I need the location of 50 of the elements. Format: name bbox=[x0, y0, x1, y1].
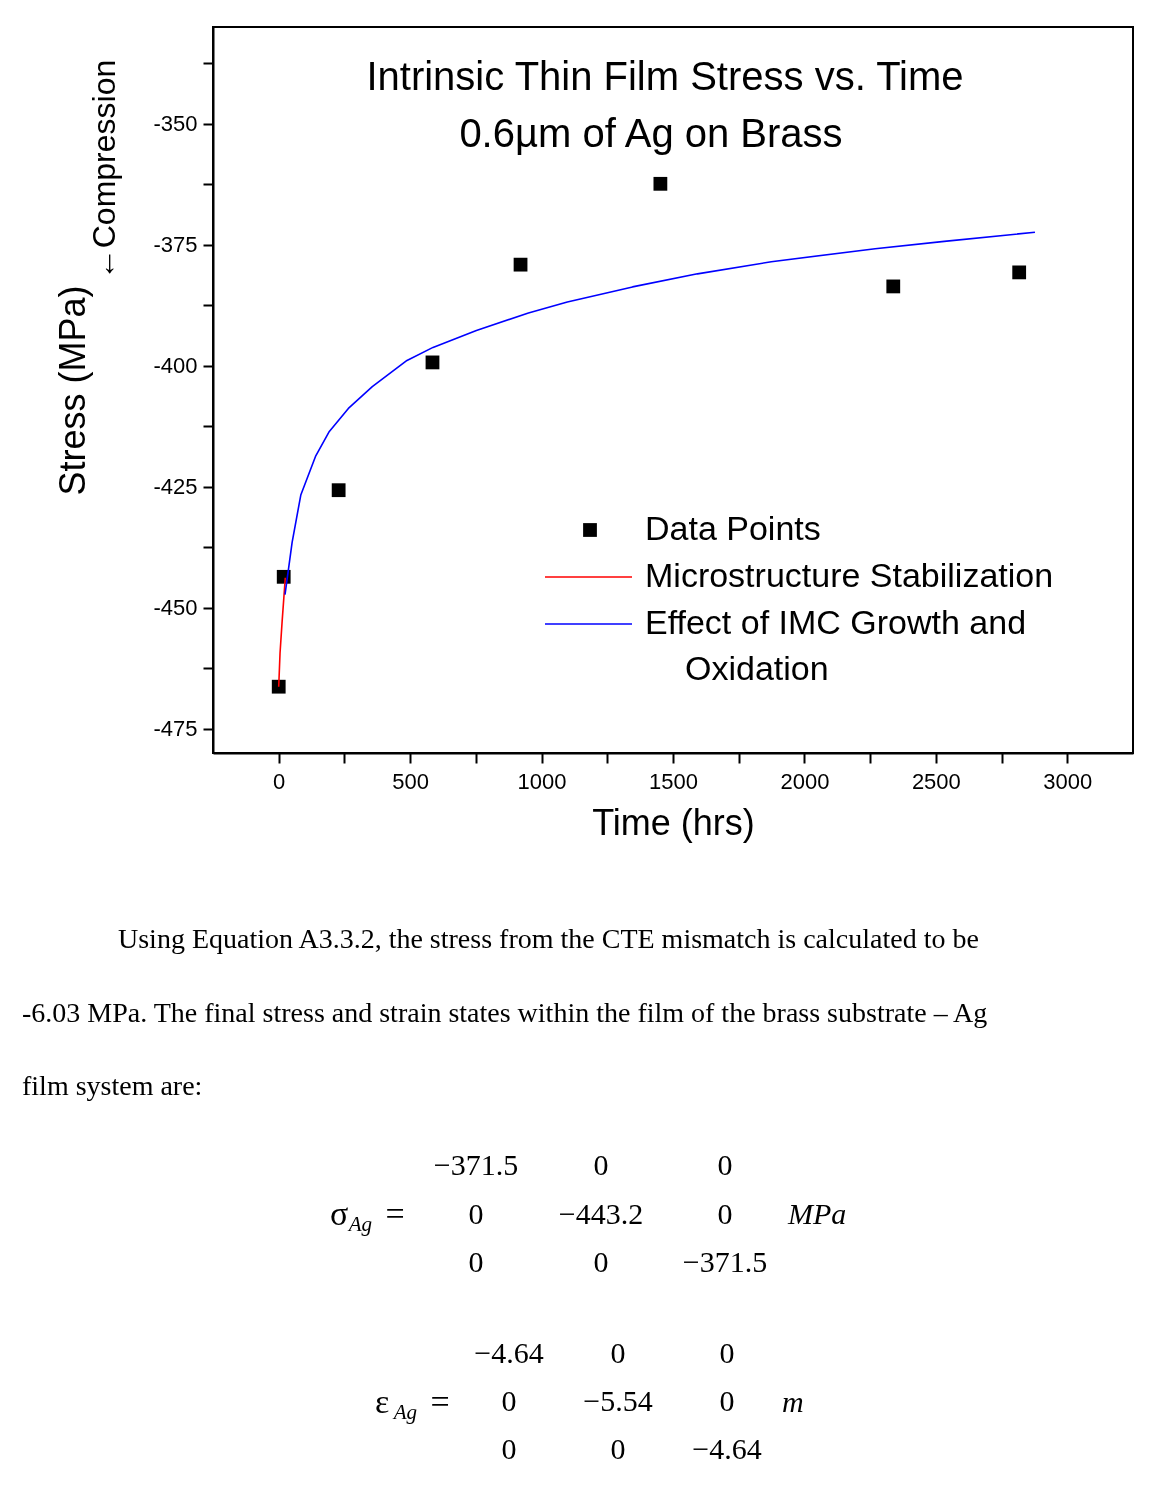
text: 0 bbox=[501, 1384, 517, 1417]
text: 0 bbox=[501, 1432, 517, 1465]
text: 0 bbox=[610, 1336, 626, 1369]
y-tick-label: -400 bbox=[153, 353, 198, 379]
text: 0 bbox=[468, 1245, 484, 1278]
text: 0 bbox=[610, 1432, 626, 1465]
text: 0 bbox=[593, 1148, 609, 1181]
x-tick-label: 3000 bbox=[1043, 768, 1093, 794]
text: −5.54 bbox=[583, 1384, 653, 1417]
y-tick-label: -475 bbox=[153, 716, 198, 742]
point bbox=[331, 483, 346, 498]
text: 0 bbox=[717, 1148, 733, 1181]
point bbox=[653, 176, 668, 191]
y-tick-label: -450 bbox=[153, 595, 198, 621]
legend-label: Data Points bbox=[645, 509, 821, 547]
point bbox=[271, 679, 286, 694]
x-tick-label: 1500 bbox=[649, 768, 698, 794]
legend-label: Microstructure Stabilization bbox=[645, 556, 1054, 594]
x-tick-label: 1000 bbox=[517, 768, 567, 794]
text: −4.64 bbox=[692, 1432, 762, 1465]
y-tick-label: -425 bbox=[153, 474, 198, 500]
text: MPa bbox=[787, 1197, 847, 1230]
y-axis-title: Stress (MPa) bbox=[52, 285, 94, 496]
text: 0 bbox=[717, 1197, 733, 1230]
legend-label: Effect of IMC Growth and Oxidation bbox=[645, 603, 1027, 687]
x-tick-label: 0 bbox=[273, 768, 286, 794]
text: −371.5 bbox=[433, 1148, 519, 1181]
text: Intrinsic Thin Film Stress vs. Time bbox=[366, 54, 964, 98]
text: 0 bbox=[719, 1336, 735, 1369]
text: Using Equation A3.3.2, the stress from the CTE mismatch is calculated to be bbox=[118, 923, 979, 954]
x-tick-label: 500 bbox=[392, 768, 429, 794]
text: 0.6µm of Ag on Brass bbox=[459, 111, 843, 155]
y-tick-label: -350 bbox=[153, 111, 198, 137]
text: 0 bbox=[593, 1245, 609, 1278]
y-tick-label: -375 bbox=[153, 232, 198, 258]
point bbox=[1012, 265, 1027, 280]
text: −443.2 bbox=[558, 1197, 644, 1230]
text: m bbox=[782, 1385, 804, 1418]
text: 0 bbox=[468, 1197, 484, 1230]
text: −4.64 bbox=[474, 1336, 544, 1369]
x-axis-title: Time (hrs) bbox=[592, 801, 755, 843]
text: ←Compression bbox=[86, 59, 122, 281]
point bbox=[513, 257, 528, 272]
x-tick-label: 2500 bbox=[911, 768, 961, 794]
x-tick-label: 2000 bbox=[780, 768, 830, 794]
text: 0 bbox=[719, 1384, 735, 1417]
text: film system are: bbox=[22, 1070, 203, 1101]
text: -6.03 MPa. The final stress and strain states within the film of the brass substrate – Ag bbox=[22, 997, 988, 1028]
text: −371.5 bbox=[682, 1245, 768, 1278]
point bbox=[886, 279, 901, 294]
